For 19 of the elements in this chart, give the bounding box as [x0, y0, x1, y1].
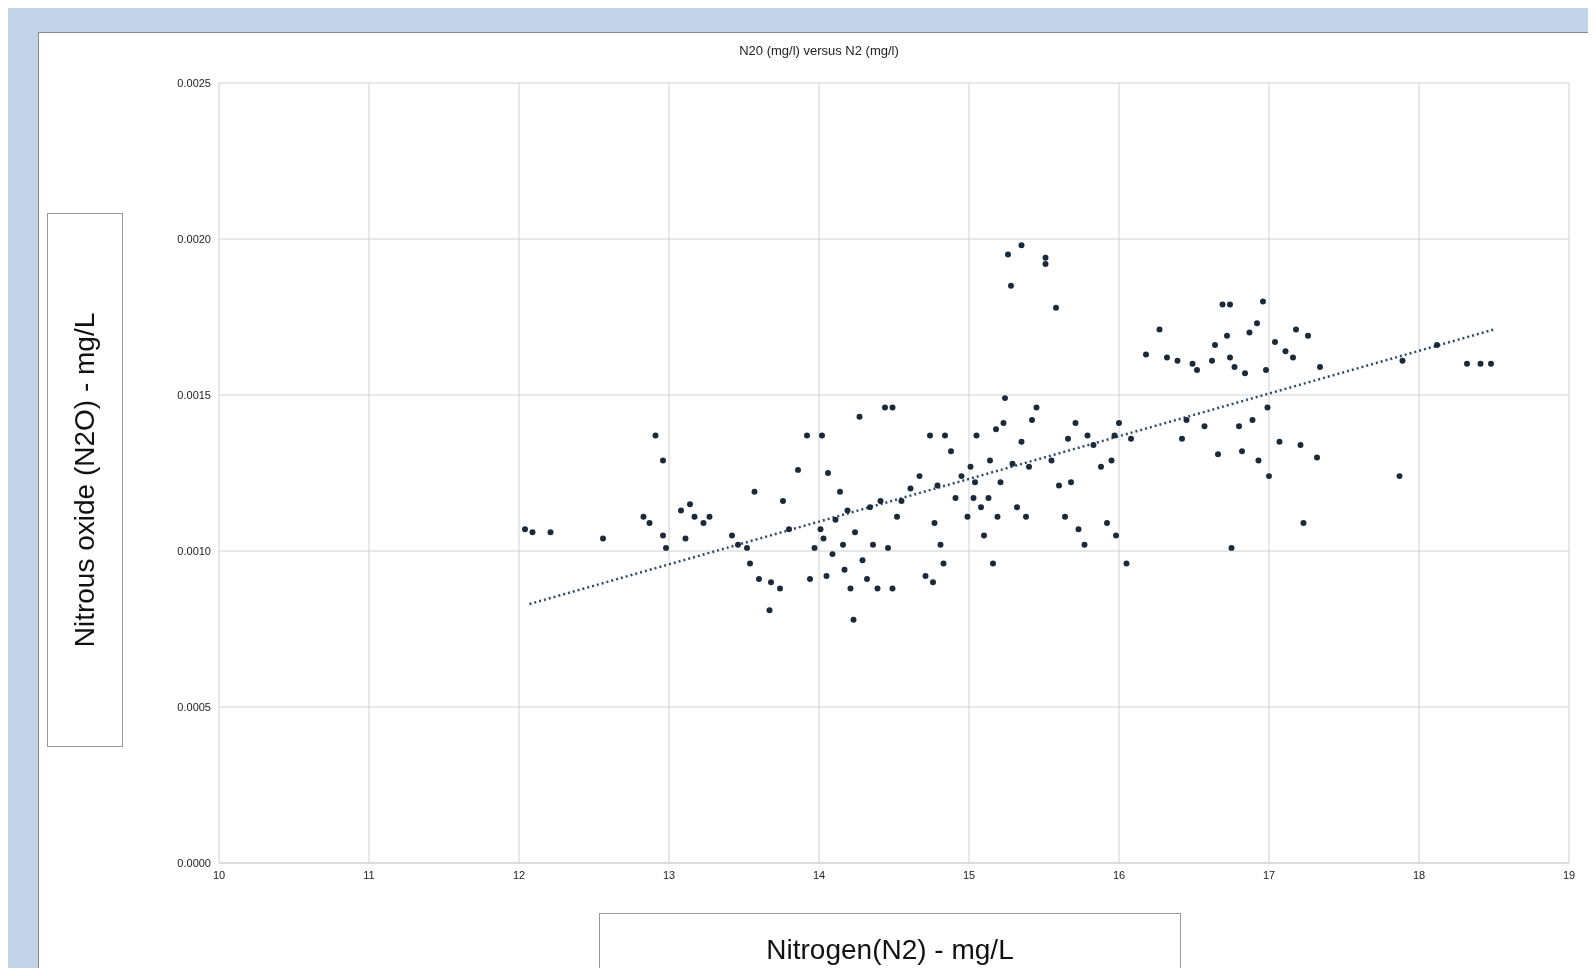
y-axis-title: Nitrous oxide (N2O) - mg/L — [69, 312, 101, 648]
x-tick-label: 14 — [812, 868, 826, 881]
x-tick-label: 12 — [512, 868, 526, 881]
x-tick-label: 16 — [1112, 868, 1126, 881]
y-tick-label: 0.0025 — [177, 76, 211, 89]
x-axis-title: Nitrogen(N2) - mg/L — [765, 933, 1015, 967]
x-tick-label: 19 — [1562, 868, 1576, 881]
x-tick-label: 10 — [212, 868, 226, 881]
y-tick-label: 0.0000 — [177, 856, 211, 869]
x-tick-label: 15 — [962, 868, 976, 881]
y-tick-label: 0.0005 — [177, 700, 211, 713]
x-tick-label: 18 — [1412, 868, 1426, 881]
y-tick-label: 0.0010 — [177, 544, 211, 557]
chart-title: N20 (mg/l) versus N2 (mg/l) — [738, 43, 900, 58]
x-tick-label: 13 — [662, 868, 676, 881]
y-tick-label: 0.0020 — [177, 232, 211, 245]
y-tick-label: 0.0015 — [177, 388, 211, 401]
x-tick-label: 17 — [1262, 868, 1276, 881]
x-tick-label: 11 — [363, 868, 375, 881]
